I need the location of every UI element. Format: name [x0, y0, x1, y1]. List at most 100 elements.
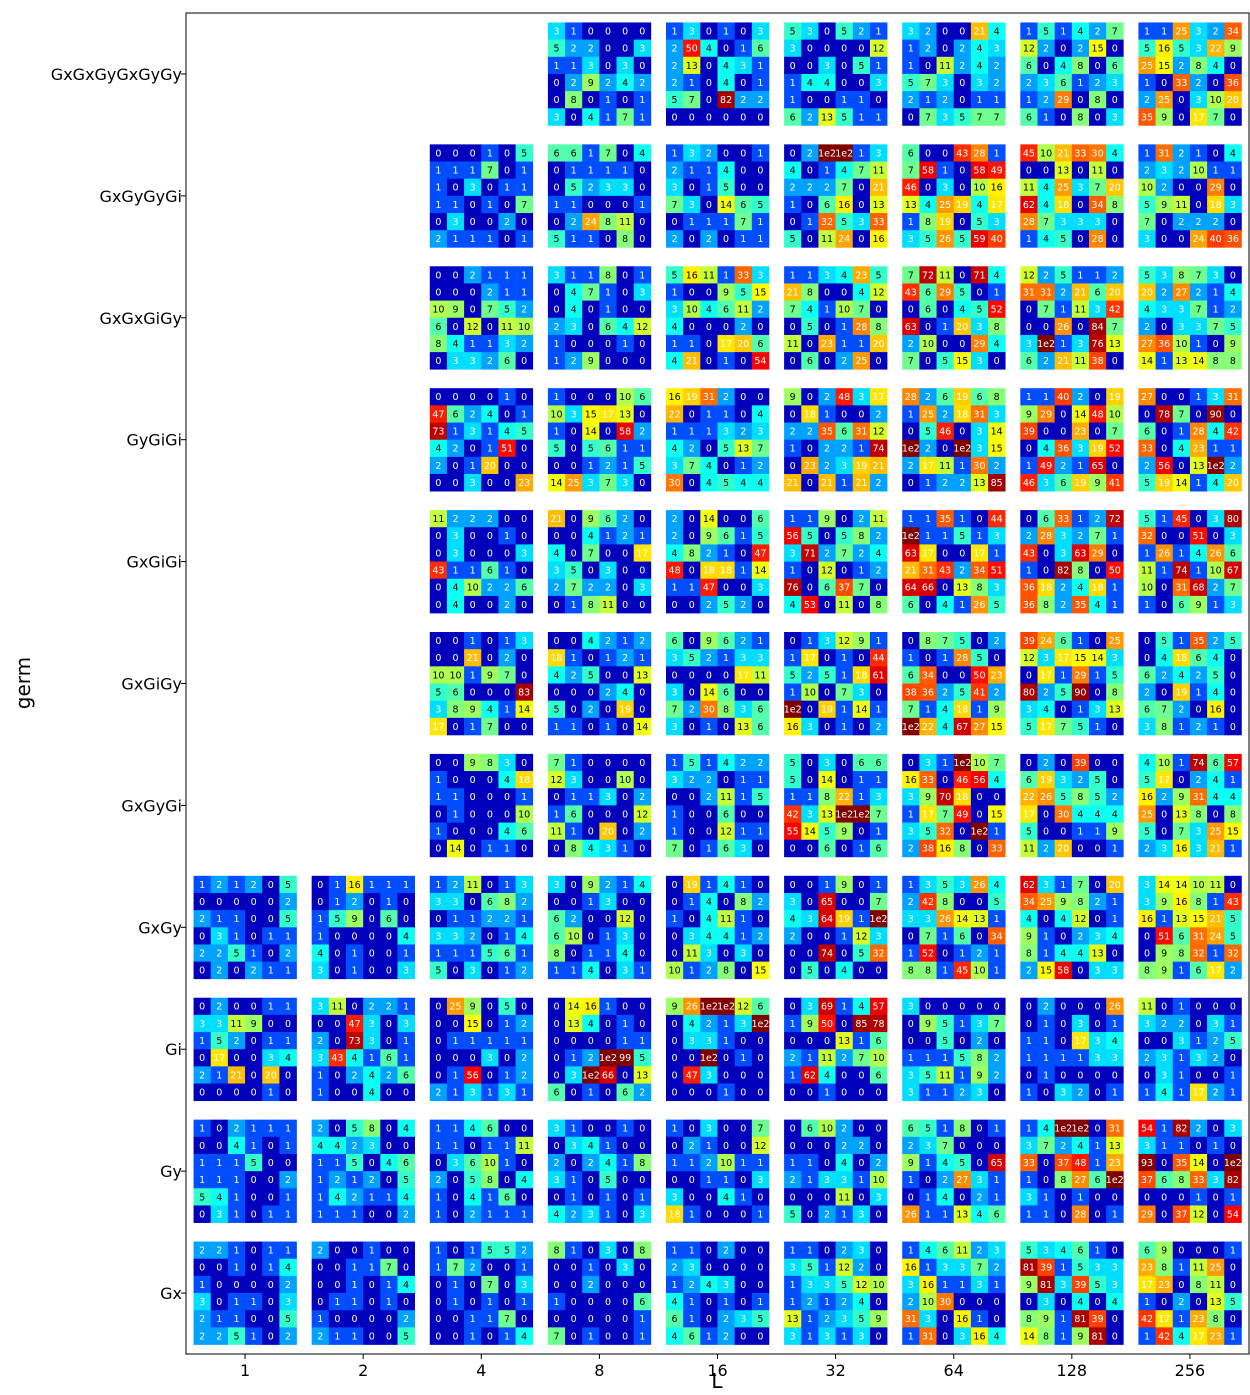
- cell-value-label: 2: [605, 583, 611, 594]
- cell-value-label: 15: [991, 444, 1003, 455]
- cell-value-label: 0: [689, 1088, 695, 1099]
- heatmap-block: 3 1 0 0 0 05 2 2 0 0 31 1 3 0 3 00 2 9 2 4 20 8 0 1 0 13 0 4 1 7 1: [547, 22, 652, 126]
- cell-value-label: 2: [285, 1175, 291, 1186]
- cell-value-label: 1: [841, 670, 847, 681]
- cell-value-label: 1: [403, 1002, 409, 1013]
- cell-value-label: 0: [504, 148, 510, 159]
- cell-value-label: 1: [757, 61, 763, 72]
- cell-value-label: 0: [605, 61, 611, 72]
- cell-value-label: 1: [706, 217, 712, 228]
- cell-value-label: 6: [1060, 478, 1066, 489]
- cell-value-label: 23: [518, 478, 530, 489]
- cell-value-label: 84: [1092, 322, 1104, 333]
- cell-value-label: 0: [504, 478, 510, 489]
- cell-value-label: 1: [841, 653, 847, 664]
- cell-value-label: 1: [723, 356, 729, 367]
- cell-value-label: 0: [352, 931, 358, 942]
- heatmap-cell: [1020, 91, 1038, 109]
- cell-value-label: 1: [908, 880, 914, 891]
- cell-value-label: 6: [757, 722, 763, 733]
- cell-value-label: 9: [1026, 931, 1032, 942]
- cell-value-label: 1: [553, 427, 559, 438]
- cell-value-label: 0: [553, 1036, 559, 1047]
- cell-value-label: 2: [1095, 897, 1101, 908]
- cell-value-label: 2: [285, 897, 291, 908]
- cell-value-label: 1: [504, 287, 510, 298]
- cell-value-label: 0: [959, 1002, 965, 1013]
- cell-value-label: 1: [689, 583, 695, 594]
- cell-value-label: 20: [737, 339, 749, 350]
- cell-value-label: 0: [994, 653, 1000, 664]
- cell-value-label: 3: [588, 478, 594, 489]
- cell-value-label: 1: [942, 322, 948, 333]
- heatmap-cell: [835, 56, 854, 75]
- cell-value-label: 1e2: [784, 705, 802, 716]
- cell-value-label: 20: [1227, 478, 1239, 489]
- cell-value-label: 90: [1074, 687, 1086, 698]
- heatmap-cell: [700, 39, 718, 58]
- cell-value-label: 0: [757, 183, 763, 194]
- cell-value-label: 21: [550, 514, 562, 525]
- cell-value-label: 0: [588, 653, 594, 664]
- cell-value-label: 73: [432, 427, 444, 438]
- cell-value-label: 6: [487, 897, 493, 908]
- cell-value-label: 1: [1077, 827, 1083, 838]
- cell-value-label: 7: [876, 809, 882, 820]
- cell-value-label: 1: [925, 95, 931, 106]
- cell-value-label: 1: [553, 339, 559, 350]
- cell-value-label: 1: [925, 514, 931, 525]
- cell-value-label: 0: [487, 775, 493, 786]
- cell-value-label: 31: [1192, 792, 1204, 803]
- cell-value-label: 0: [672, 897, 678, 908]
- cell-value-label: 17: [1192, 1088, 1204, 1099]
- cell-value-label: 0: [622, 583, 628, 594]
- cell-value-label: 2: [1230, 305, 1236, 316]
- cell-value-label: 1: [994, 827, 1000, 838]
- cell-value-label: 30: [669, 478, 681, 489]
- cell-value-label: 0: [521, 1124, 527, 1135]
- cell-value-label: 2: [435, 1088, 441, 1099]
- cell-value-label: 0: [1112, 44, 1118, 55]
- cell-value-label: 3: [1196, 44, 1202, 55]
- cell-value-label: 23: [855, 270, 867, 281]
- cell-value-label: 5: [689, 653, 695, 664]
- cell-value-label: 1: [470, 670, 476, 681]
- cell-value-label: 0: [1112, 758, 1118, 769]
- cell-value-label: 0: [723, 1053, 729, 1064]
- cell-value-label: 4: [807, 78, 813, 89]
- cell-value-label: 0: [1178, 775, 1184, 786]
- cell-value-label: 6: [571, 809, 577, 820]
- cell-value-label: 36: [1057, 444, 1069, 455]
- cell-value-label: 47: [703, 583, 715, 594]
- cell-value-label: 16: [838, 200, 850, 211]
- cell-value-label: 17: [737, 670, 749, 681]
- cell-value-label: 0: [689, 722, 695, 733]
- cell-value-label: 0: [858, 966, 864, 977]
- cell-value-label: 1: [824, 1088, 830, 1099]
- cell-value-label: 0: [1230, 705, 1236, 716]
- cell-value-label: 19: [1109, 392, 1121, 403]
- cell-value-label: 6: [605, 514, 611, 525]
- cell-value-label: 9: [1196, 600, 1202, 611]
- cell-value-label: 0: [605, 914, 611, 925]
- heatmap-cell: [919, 22, 937, 40]
- cell-value-label: 34: [991, 931, 1003, 942]
- cell-value-label: 1: [352, 1209, 358, 1220]
- cell-value-label: 5: [959, 531, 965, 542]
- cell-value-label: 16: [991, 183, 1003, 194]
- cell-value-label: 1: [470, 722, 476, 733]
- cell-value-label: 0: [504, 409, 510, 420]
- cell-value-label: 1: [216, 1070, 222, 1081]
- cell-value-label: 0: [521, 844, 527, 855]
- cell-value-label: 7: [790, 305, 796, 316]
- cell-value-label: 4: [740, 478, 746, 489]
- cell-value-label: 1: [824, 880, 830, 891]
- cell-value-label: 2: [1043, 44, 1049, 55]
- cell-value-label: 58: [619, 427, 631, 438]
- heatmap-cell: [869, 56, 888, 75]
- cell-value-label: 0: [1161, 827, 1167, 838]
- cell-value-label: 2: [706, 775, 712, 786]
- cell-value-label: 12: [1023, 270, 1035, 281]
- cell-value-label: 0: [689, 687, 695, 698]
- heatmap-cell: [683, 73, 701, 92]
